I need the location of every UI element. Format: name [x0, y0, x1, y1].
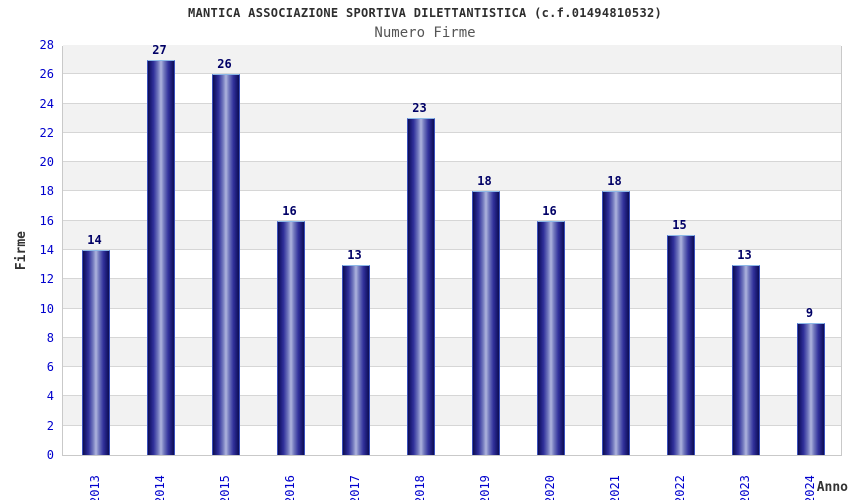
- x-tick-label: 2020: [542, 475, 557, 500]
- bar-2016: [276, 220, 305, 455]
- gridline: [63, 395, 841, 397]
- bar-2018: [406, 118, 435, 455]
- gridline: [63, 161, 841, 163]
- bar-value-label: 13: [737, 247, 752, 262]
- gridline: [63, 307, 841, 309]
- background-band: [63, 308, 841, 338]
- y-tick-label: 10: [39, 301, 54, 316]
- gridline: [63, 190, 841, 192]
- bar-2017: [341, 264, 370, 455]
- background-band: [63, 250, 841, 280]
- y-tick-label: 2: [46, 418, 54, 433]
- gridline: [63, 336, 841, 338]
- bar-2014: [146, 59, 175, 455]
- background-band: [63, 132, 841, 163]
- bar-2019: [471, 191, 500, 455]
- background-band: [63, 74, 841, 104]
- y-tick-label: 4: [46, 389, 54, 404]
- bar-value-label: 13: [347, 247, 362, 262]
- gridline: [63, 219, 841, 221]
- background-band: [63, 279, 841, 309]
- gridline: [63, 73, 841, 75]
- background-band: [63, 220, 841, 250]
- bar-value-label: 23: [412, 101, 427, 116]
- bar-2021: [601, 191, 630, 455]
- x-tick-label: 2019: [477, 475, 492, 500]
- bar-2022: [666, 235, 695, 455]
- bar-2020: [536, 220, 565, 455]
- x-tick-label: 2023: [737, 475, 752, 500]
- chart-title: MANTICA ASSOCIAZIONE SPORTIVA DILETTANTI…: [187, 6, 663, 20]
- background-band: [63, 45, 841, 75]
- y-tick-label: 8: [46, 330, 54, 345]
- bar-value-label: 16: [542, 203, 557, 218]
- y-tick-label: 28: [39, 38, 54, 52]
- x-tick-label: 2016: [282, 475, 297, 500]
- bar-value-label: 18: [477, 174, 492, 189]
- y-tick-label: 24: [39, 96, 54, 111]
- plot-area: [62, 45, 842, 456]
- background-band: [63, 396, 841, 426]
- bar-value-label: 14: [87, 233, 102, 247]
- background-band: [63, 367, 841, 397]
- gridline: [63, 366, 841, 368]
- gridline: [63, 102, 841, 104]
- x-tick-label: 2015: [217, 475, 232, 500]
- x-axis-title: Anno: [816, 480, 848, 495]
- y-tick-label: 6: [46, 360, 54, 375]
- bar-2013: [81, 250, 110, 455]
- bar-value-label: 16: [282, 203, 297, 218]
- x-tick-label: 2013: [87, 475, 102, 500]
- y-tick-label: 14: [39, 243, 54, 257]
- y-tick-label: 16: [39, 213, 54, 228]
- y-tick-label: 0: [46, 448, 54, 462]
- background-band: [63, 191, 841, 221]
- bar-2023: [731, 264, 760, 455]
- y-tick-label: 22: [39, 125, 54, 140]
- x-tick-label: 2022: [672, 475, 687, 500]
- background-band: [63, 162, 841, 192]
- bar-value-label: 27: [152, 42, 167, 57]
- x-tick-label: 2017: [347, 475, 362, 500]
- chart-subtitle: Numero Firme: [374, 25, 476, 41]
- y-tick-label: 20: [39, 155, 54, 170]
- y-tick-label: 12: [39, 272, 54, 287]
- y-axis-title: Firme: [14, 231, 29, 271]
- y-tick-label: 18: [39, 184, 54, 199]
- gridline: [63, 249, 841, 250]
- bar-value-label: 26: [217, 57, 232, 72]
- background-band: [63, 425, 841, 455]
- bar-value-label: 15: [672, 218, 687, 233]
- x-tick-label: 2018: [412, 475, 427, 500]
- gridline: [63, 278, 841, 280]
- y-tick-label: 26: [39, 67, 54, 82]
- bar-value-label: 9: [805, 306, 814, 321]
- bar-2015: [211, 74, 240, 455]
- background-band: [63, 337, 841, 368]
- x-tick-label: 2021: [607, 475, 622, 500]
- gridline: [63, 131, 841, 133]
- gridline: [63, 424, 841, 426]
- background-band: [63, 103, 841, 133]
- bar-value-label: 18: [607, 174, 622, 189]
- bar-2024: [796, 323, 825, 455]
- x-tick-label: 2014: [152, 475, 167, 500]
